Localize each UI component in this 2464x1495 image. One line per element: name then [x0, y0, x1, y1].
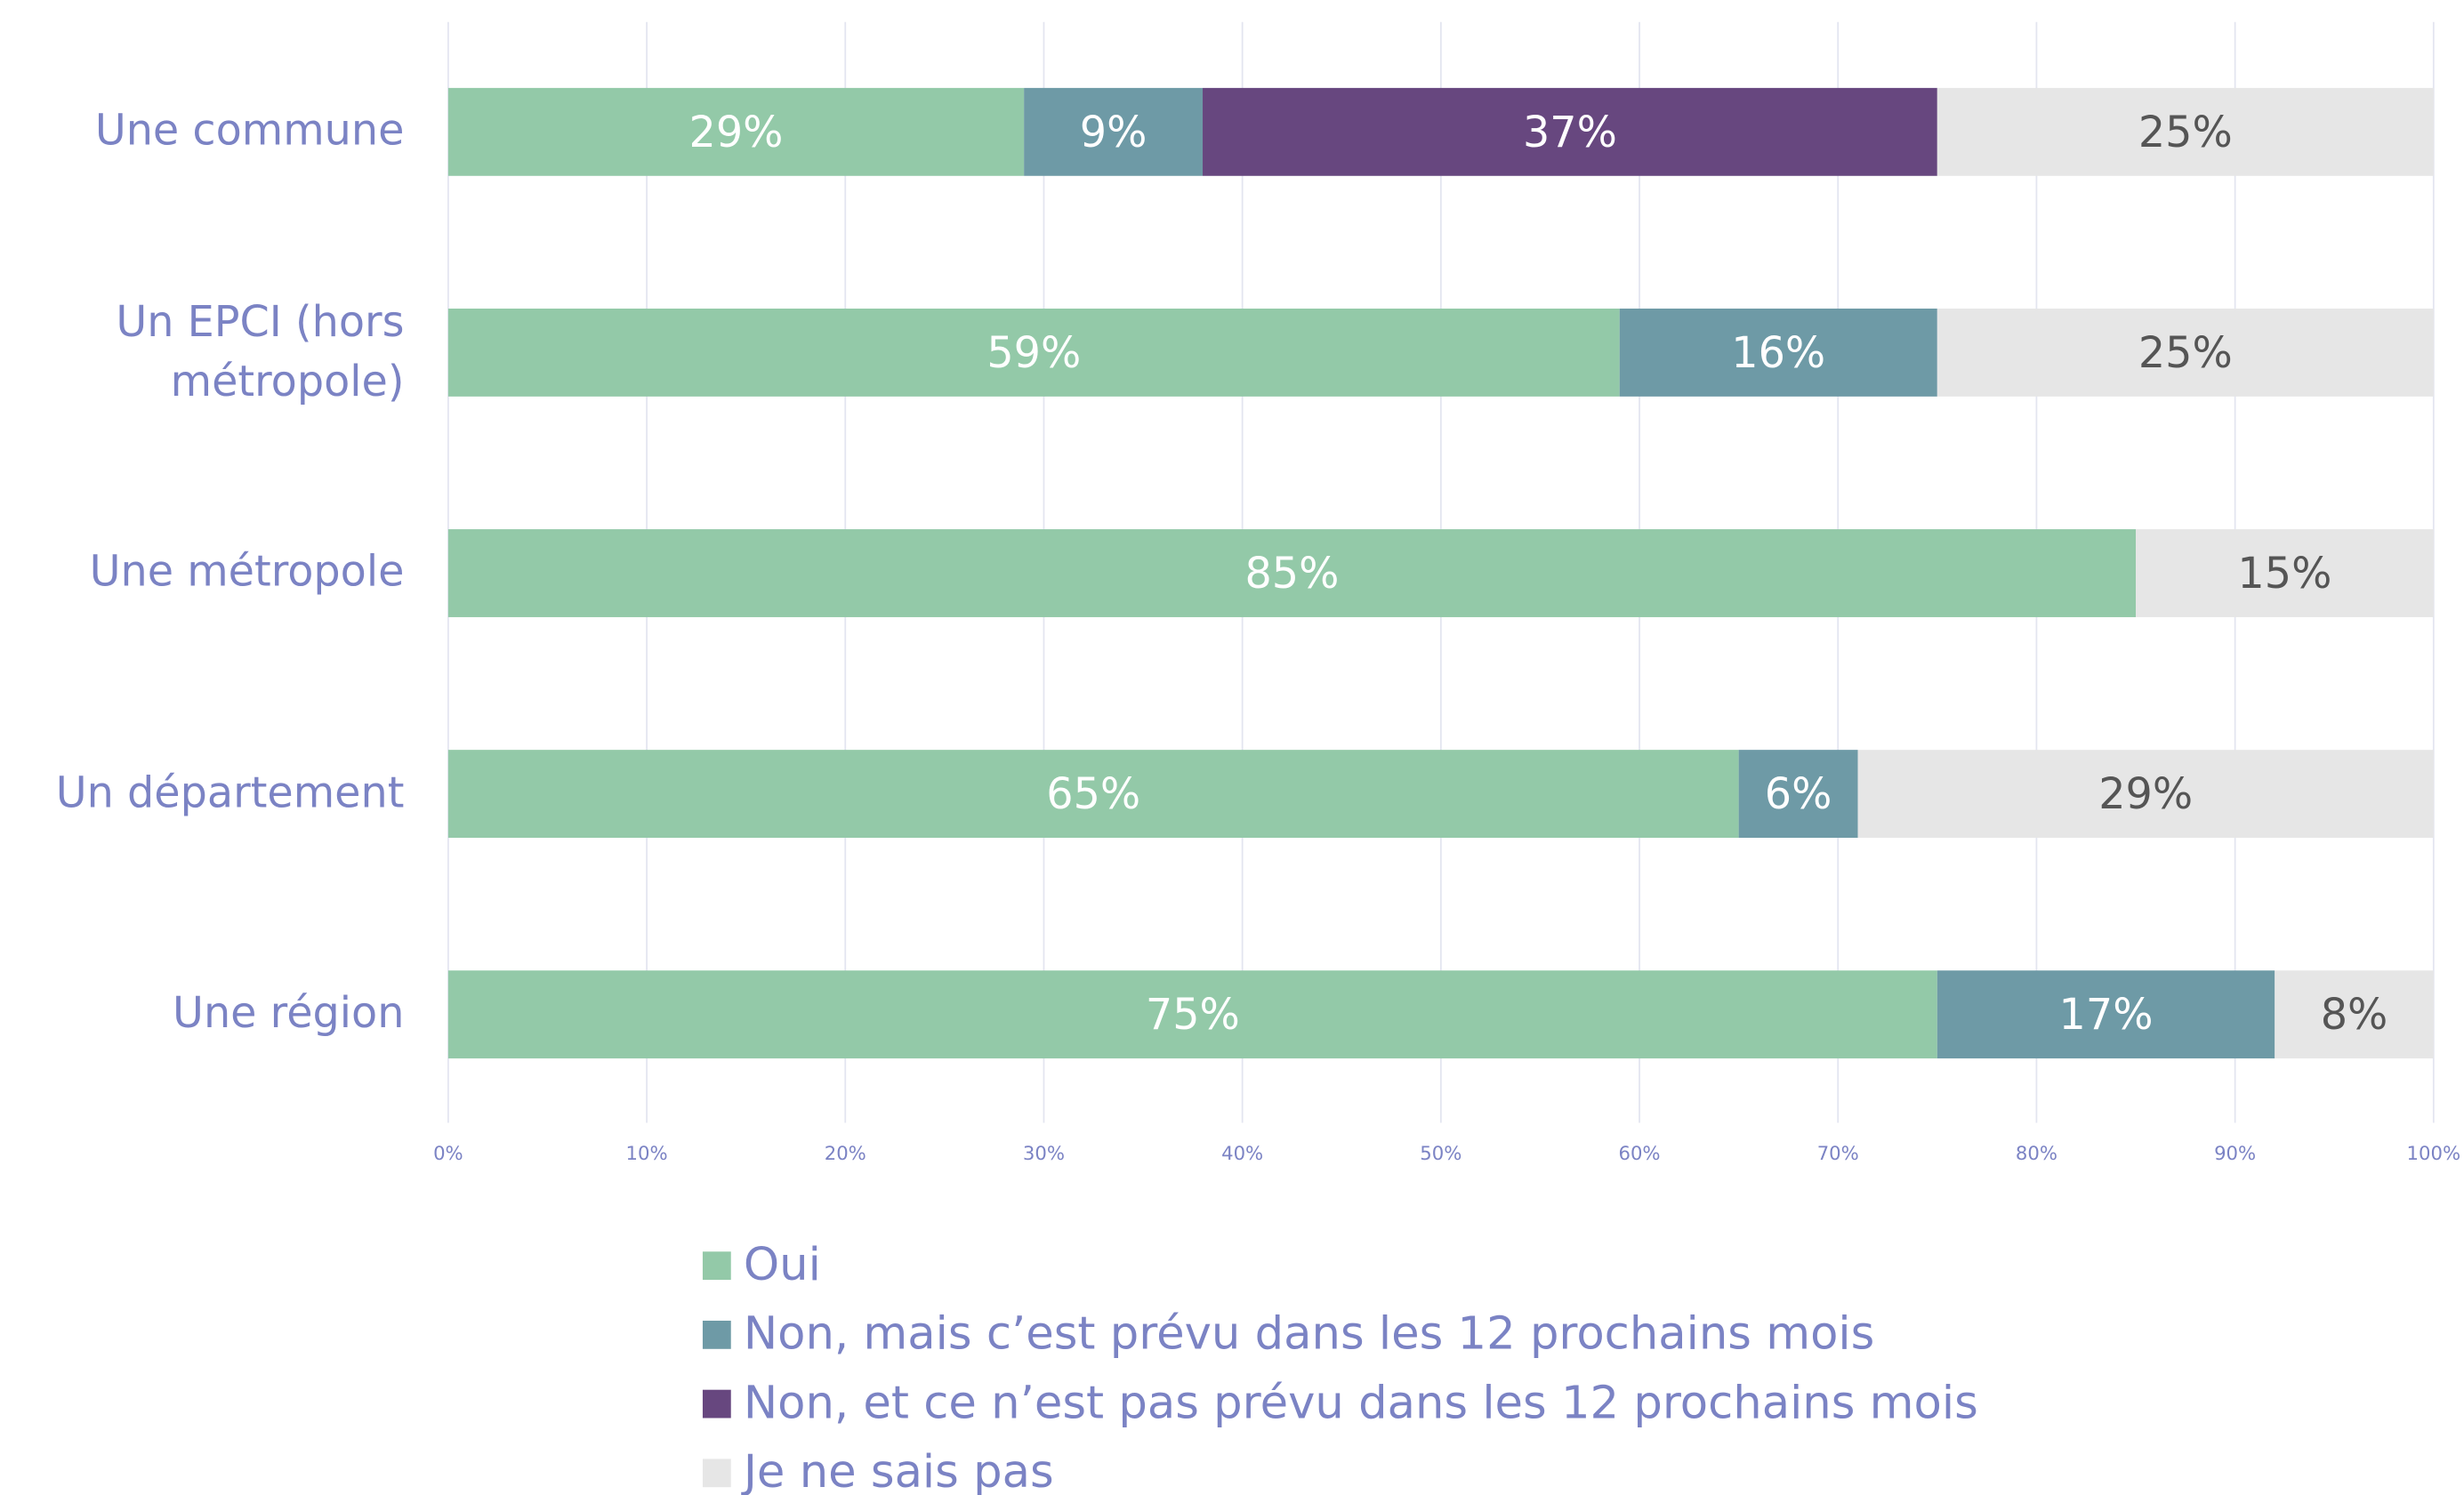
value-label: 16%	[1731, 329, 1825, 378]
value-label: 25%	[2138, 109, 2233, 157]
x-tick-label: 20%	[825, 1142, 866, 1164]
value-label: 25%	[2138, 329, 2233, 378]
category-label-wrap: Une commune	[1, 53, 405, 211]
category-label-wrap: Un département	[1, 715, 405, 872]
category-label: Un EPCI (hors métropole)	[116, 297, 405, 406]
bar-segment	[1619, 308, 1937, 397]
category-label-wrap: Une métropole	[1, 494, 405, 652]
legend-swatch	[702, 1251, 731, 1281]
legend-label: Oui	[744, 1238, 821, 1291]
legend-swatch	[702, 1321, 731, 1349]
bar-segment	[447, 970, 1937, 1059]
x-tick-label: 70%	[1817, 1142, 1859, 1164]
x-tick-label: 50%	[1420, 1142, 1461, 1164]
value-label: 6%	[1765, 770, 1832, 819]
value-label: 37%	[1523, 109, 1617, 157]
bar-segment	[1203, 87, 1937, 176]
legend-label: Je ne sais pas	[741, 1445, 1054, 1495]
bar-segment	[1024, 87, 1204, 176]
category-label-wrap: Une région	[1, 936, 405, 1093]
category-label-box: Une métropole	[1, 494, 405, 652]
legend-swatch	[702, 1459, 731, 1488]
category-label: Un département	[55, 768, 405, 818]
bar-segment	[447, 529, 2137, 617]
bar-segment	[447, 308, 1620, 397]
bar-segment	[1857, 750, 2434, 839]
x-tick-label: 40%	[1221, 1142, 1263, 1164]
category-label-box: Une région	[1, 936, 405, 1093]
x-tick-label: 0%	[433, 1142, 463, 1164]
value-label: 59%	[986, 329, 1081, 378]
x-tick-label: 60%	[1619, 1142, 1661, 1164]
bar-segment	[2275, 970, 2434, 1059]
bar-segment	[2136, 529, 2434, 617]
category-label: Une commune	[94, 107, 405, 156]
x-tick-label: 100%	[2407, 1142, 2461, 1164]
value-label: 29%	[2098, 770, 2193, 819]
bar-segment	[1937, 87, 2434, 176]
value-label: 85%	[1244, 550, 1339, 599]
legend-swatch	[702, 1389, 731, 1419]
x-tick-label: 30%	[1023, 1142, 1065, 1164]
value-label: 65%	[1046, 770, 1140, 819]
value-label: 9%	[1080, 109, 1147, 157]
legend-label: Non, mais c’est prévu dans les 12 procha…	[744, 1307, 1874, 1361]
bar-segment	[1738, 750, 1858, 839]
value-label: 75%	[1146, 991, 1240, 1040]
legend-label: Non, et ce n’est pas prévu dans les 12 p…	[744, 1376, 1978, 1429]
x-tick-label: 10%	[626, 1142, 668, 1164]
category-label-wrap: Un EPCI (hors métropole)	[1, 274, 405, 431]
x-tick-label: 90%	[2214, 1142, 2256, 1164]
bar-segment	[1937, 308, 2434, 397]
category-label: Une région	[173, 989, 405, 1039]
bar-segment	[447, 87, 1025, 176]
category-label-box: Un département	[1, 715, 405, 872]
bar-segment	[1937, 970, 2275, 1059]
value-label: 29%	[689, 109, 784, 157]
category-label-box: Une commune	[1, 53, 405, 211]
x-tick-label: 80%	[2016, 1142, 2057, 1164]
category-label-box: Un EPCI (hors métropole)	[1, 274, 405, 431]
value-label: 15%	[2237, 550, 2331, 599]
value-label: 17%	[2059, 991, 2154, 1040]
value-label: 8%	[2321, 991, 2388, 1040]
category-label: Une métropole	[89, 548, 405, 597]
bar-segment	[447, 750, 1739, 839]
